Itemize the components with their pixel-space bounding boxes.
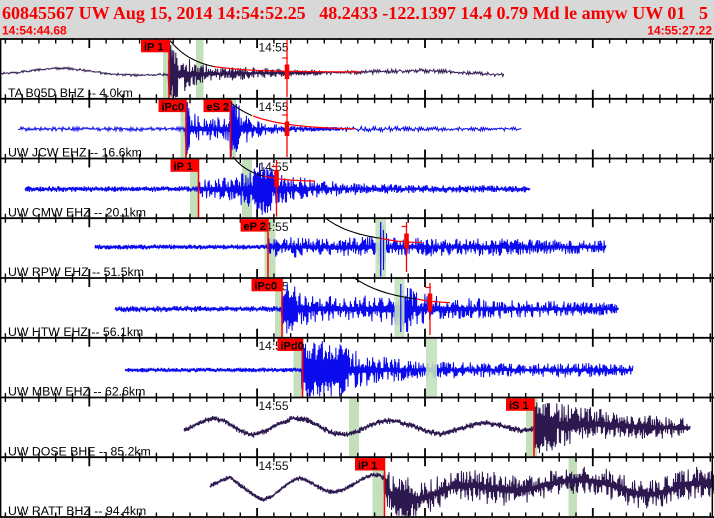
svg-text:UW DOSE BHE -- 85.2km: UW DOSE BHE -- 85.2km [8, 444, 151, 458]
svg-text:UW CMW EHZ -- 20.1km: UW CMW EHZ -- 20.1km [8, 205, 146, 219]
svg-text:14:55: 14:55 [259, 100, 289, 114]
svg-text:iPd0: iPd0 [281, 340, 304, 352]
svg-text:14:55: 14:55 [259, 41, 289, 55]
svg-text:iPc0: iPc0 [255, 281, 278, 293]
svg-text:UW JCW EHZ -- 16.6km: UW JCW EHZ -- 16.6km [8, 146, 142, 160]
svg-text:iP 1: iP 1 [174, 161, 193, 173]
svg-text:14:55: 14:55 [259, 399, 289, 413]
svg-text:iS 1: iS 1 [509, 400, 529, 412]
svg-text:60845567 UW Aug 15, 2014 14:54: 60845567 UW Aug 15, 2014 14:54:52.25 48.… [2, 3, 708, 23]
svg-text:14:55: 14:55 [259, 459, 289, 473]
svg-text:UW MBW EHZ -- 62.6km: UW MBW EHZ -- 62.6km [8, 385, 145, 399]
svg-text:iP 1: iP 1 [144, 42, 163, 54]
svg-text:14:54:44.68: 14:54:44.68 [2, 24, 67, 38]
svg-text:14:55:27.22: 14:55:27.22 [647, 24, 712, 38]
svg-text:iPc0: iPc0 [162, 102, 185, 114]
svg-text:UW RATT BHZ -- 94.4km: UW RATT BHZ -- 94.4km [8, 504, 146, 518]
svg-text:eS 2: eS 2 [207, 102, 230, 114]
svg-text:iP 1: iP 1 [358, 460, 377, 472]
svg-text:UW RPW EHZ -- 51.5km: UW RPW EHZ -- 51.5km [8, 265, 144, 279]
svg-text:eP 2: eP 2 [244, 221, 266, 233]
svg-text:UW HTW EHZ -- 56.1km: UW HTW EHZ -- 56.1km [8, 325, 143, 339]
